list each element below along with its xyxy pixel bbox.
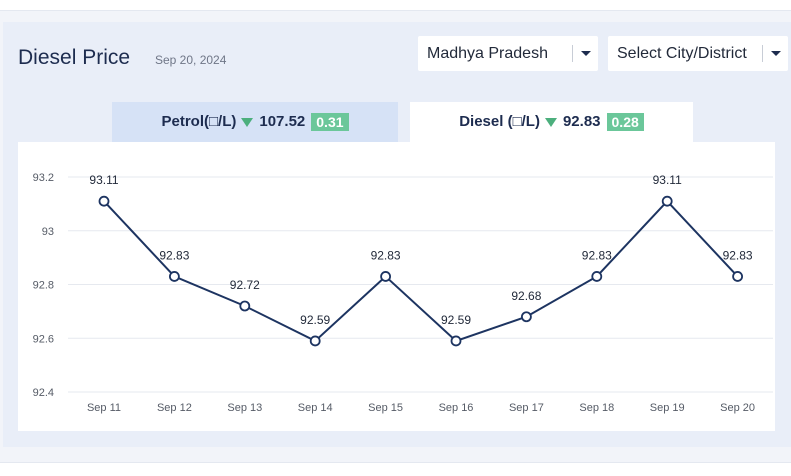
page-title: Diesel Price [18,46,131,69]
y-tick-label: 92.6 [33,333,54,345]
data-point [98,195,110,207]
state-select[interactable]: Madhya Pradesh [418,36,598,71]
data-label: 92.59 [300,313,330,327]
tab-petrol-label: Petrol(□/L) [161,113,237,130]
price-date: Sep 20, 2024 [155,53,227,67]
x-tick-label: Sep 15 [368,402,403,414]
data-label: 93.11 [653,173,682,187]
city-select[interactable]: Select City/District [608,36,788,71]
diesel-price-line-chart: 92.4 92.6 92.8 93 93.2 Sep 11 Sep 12 Sep 13 Sep … [33,172,773,414]
data-point [168,271,180,282]
x-tick-label: Sep 11 [87,402,121,414]
tab-petrol-change-badge: 0.31 [311,113,349,132]
down-arrow-icon [544,117,557,127]
data-point [450,335,462,347]
tab-diesel-label: Diesel (□/L) [459,113,540,130]
x-tick-label: Sep 17 [509,402,544,414]
x-tick-label: Sep 13 [227,402,262,414]
city-select-divider [762,45,763,62]
city-select-value: Select City/District [617,45,747,62]
chevron-down-icon[interactable] [581,51,591,56]
data-point [380,271,392,282]
data-label: 92.59 [441,313,471,327]
x-tick-label: Sep 19 [650,402,685,414]
data-label: 92.83 [723,248,753,262]
data-point [661,195,673,207]
tab-petrol-price: 107.52 [259,113,306,130]
data-point [309,335,321,347]
x-tick-label: Sep 14 [298,402,333,414]
y-tick-label: 93.2 [33,172,54,184]
chart-container: 92.4 92.6 92.8 93 93.2 Sep 11 Sep 12 Sep 13 Sep … [18,142,775,431]
state-select-value: Madhya Pradesh [427,45,548,62]
state-select-divider [572,45,573,62]
tab-diesel[interactable]: Diesel (□/L) 92.83 0.28 [410,102,693,142]
y-tick-label: 93 [42,226,54,238]
series-line [103,199,739,343]
data-label: 92.83 [582,248,612,262]
tab-diesel-change-badge: 0.28 [606,113,644,132]
chevron-down-icon[interactable] [771,51,781,56]
data-point [591,271,603,282]
top-strip [0,0,791,11]
data-label: 92.68 [511,289,541,303]
x-tick-label: Sep 20 [720,402,755,414]
data-label: 92.83 [371,248,401,262]
x-tick-label: Sep 16 [439,402,474,414]
bottom-strip [0,462,791,476]
data-point [732,271,743,282]
tab-petrol[interactable]: Petrol(□/L) 107.52 0.31 [112,102,398,142]
y-tick-label: 92.4 [33,387,54,399]
data-point [239,300,251,312]
data-label: 92.83 [159,248,189,262]
y-tick-label: 92.8 [33,280,54,292]
data-point [520,311,532,323]
data-label: 93.11 [89,173,118,187]
x-tick-label: Sep 18 [579,402,614,414]
data-label: 92.72 [230,278,260,292]
down-arrow-icon [241,117,254,127]
x-tick-label: Sep 12 [157,402,192,414]
tab-diesel-price: 92.83 [562,113,601,130]
